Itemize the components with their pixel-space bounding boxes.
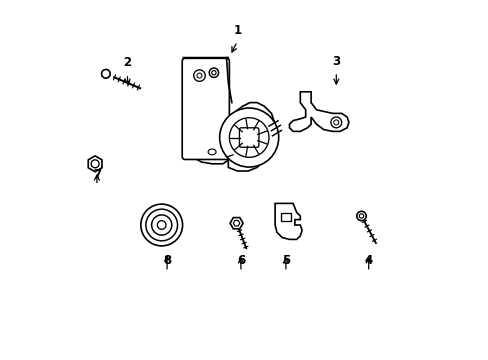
Ellipse shape [208,149,216,155]
Circle shape [359,214,363,218]
Circle shape [102,69,110,78]
Text: 7: 7 [93,168,101,181]
Circle shape [333,120,338,125]
Bar [280,213,290,221]
Circle shape [211,71,216,75]
FancyBboxPatch shape [182,58,229,159]
Circle shape [330,117,341,128]
Circle shape [91,160,99,168]
Circle shape [229,118,268,157]
Circle shape [141,204,182,246]
Circle shape [356,211,366,221]
Circle shape [219,108,278,167]
Circle shape [145,209,177,241]
Circle shape [157,221,166,229]
Polygon shape [289,92,348,131]
Polygon shape [183,58,275,171]
Text: 4: 4 [364,255,372,267]
Circle shape [193,70,205,81]
Polygon shape [275,203,302,239]
Text: 3: 3 [331,55,340,68]
Text: 5: 5 [281,255,289,267]
Text: 6: 6 [236,255,244,267]
Circle shape [197,73,202,78]
Circle shape [209,68,218,77]
Text: 8: 8 [163,255,171,267]
FancyBboxPatch shape [239,128,258,147]
Text: 1: 1 [233,24,241,37]
Circle shape [151,215,171,235]
Text: 2: 2 [123,57,131,69]
